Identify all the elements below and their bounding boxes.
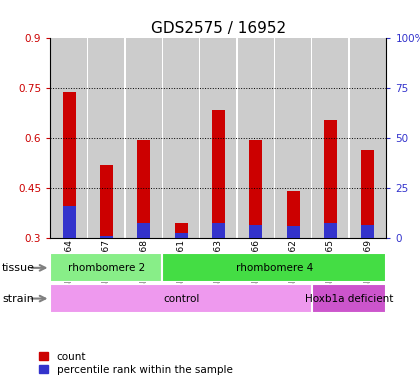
Bar xyxy=(63,92,76,238)
Bar xyxy=(137,223,150,238)
Bar xyxy=(312,284,386,313)
Bar xyxy=(137,140,150,238)
Bar xyxy=(212,223,225,238)
Bar xyxy=(249,225,262,238)
Bar xyxy=(175,233,188,238)
Legend: count, percentile rank within the sample: count, percentile rank within the sample xyxy=(39,352,232,375)
Bar xyxy=(100,165,113,238)
Bar xyxy=(163,38,199,238)
Text: tissue: tissue xyxy=(2,263,35,273)
Bar xyxy=(286,227,299,238)
Text: control: control xyxy=(163,293,199,304)
Bar xyxy=(50,284,312,313)
Bar xyxy=(249,140,262,238)
Text: strain: strain xyxy=(2,294,34,304)
Bar xyxy=(286,192,299,238)
Bar xyxy=(350,38,386,238)
Bar xyxy=(361,150,374,238)
Bar xyxy=(361,225,374,238)
Title: GDS2575 / 16952: GDS2575 / 16952 xyxy=(151,21,286,36)
Bar xyxy=(324,223,337,238)
Bar xyxy=(51,38,87,238)
Bar xyxy=(89,38,124,238)
Bar xyxy=(312,38,348,238)
Text: rhombomere 4: rhombomere 4 xyxy=(236,263,313,273)
Text: rhombomere 2: rhombomere 2 xyxy=(68,263,145,273)
Bar xyxy=(163,253,386,282)
Bar xyxy=(238,38,274,238)
Bar xyxy=(175,223,188,238)
Bar xyxy=(50,253,163,282)
Bar xyxy=(275,38,311,238)
Bar xyxy=(212,110,225,238)
Bar xyxy=(126,38,162,238)
Bar xyxy=(100,237,113,238)
Bar xyxy=(63,207,76,238)
Bar xyxy=(200,38,236,238)
Bar xyxy=(324,120,337,238)
Text: Hoxb1a deficient: Hoxb1a deficient xyxy=(305,293,393,304)
